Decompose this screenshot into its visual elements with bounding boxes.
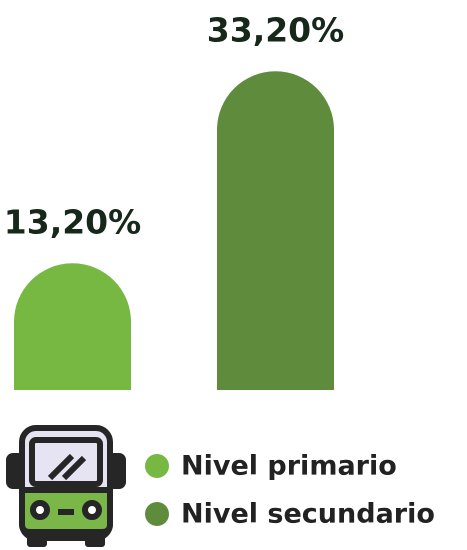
legend-swatch bbox=[145, 454, 169, 478]
legend-label: Nivel secundario bbox=[181, 499, 435, 530]
bar bbox=[217, 71, 335, 390]
bus-icon bbox=[6, 425, 126, 547]
value-label: 13,20% bbox=[4, 202, 141, 241]
legend-swatch bbox=[145, 502, 169, 526]
value-label: 33,20% bbox=[207, 10, 344, 49]
legend-label: Nivel primario bbox=[181, 451, 397, 482]
bar bbox=[14, 263, 131, 390]
